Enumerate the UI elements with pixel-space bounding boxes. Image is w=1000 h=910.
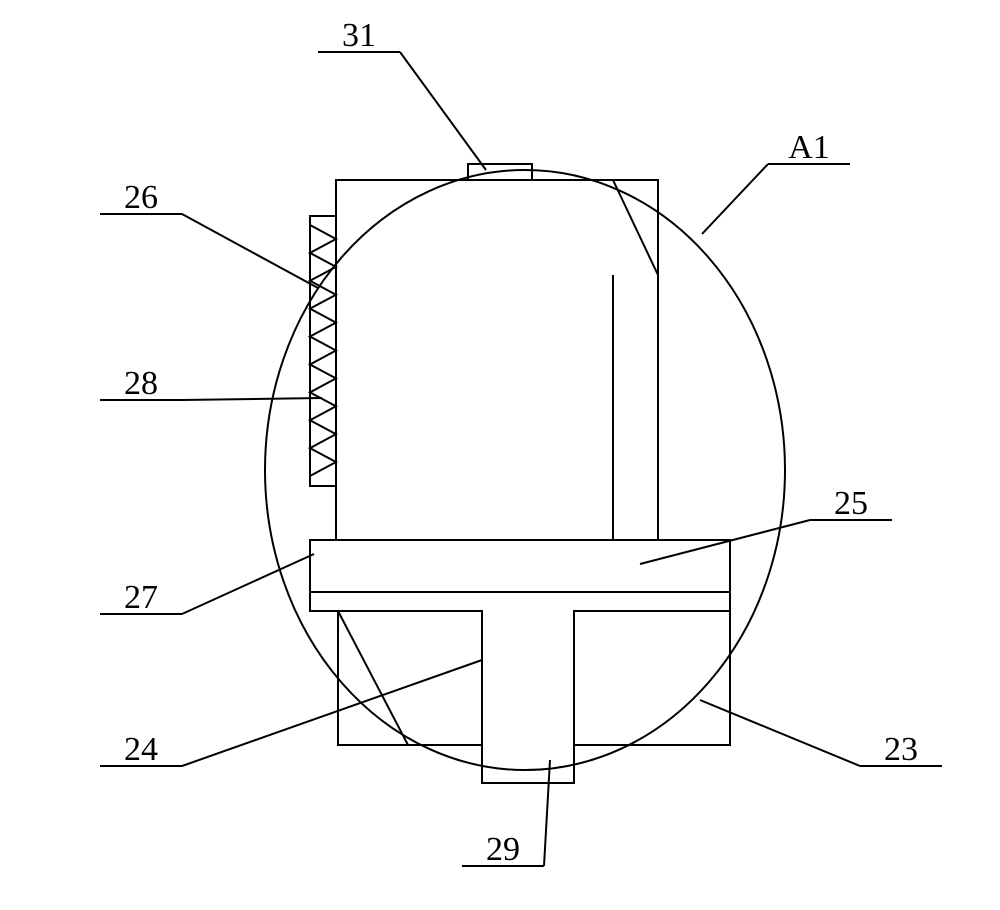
callout-A1-label: A1 xyxy=(788,129,830,166)
callout-25-label: 25 xyxy=(834,485,868,522)
part-upper-body xyxy=(336,180,658,540)
part-25-plate-lower xyxy=(310,592,730,611)
callout-31-label: 31 xyxy=(342,17,376,54)
callout-27-label: 27 xyxy=(124,579,158,616)
part-25-plate-upper xyxy=(310,540,730,592)
callout-26-label: 26 xyxy=(124,179,158,216)
callout-23-label: 23 xyxy=(884,731,918,768)
callout-29-label: 29 xyxy=(486,831,520,868)
callout-24-label: 24 xyxy=(124,731,158,768)
callout-28-label: 28 xyxy=(124,365,158,402)
part-29-peg xyxy=(482,611,574,783)
